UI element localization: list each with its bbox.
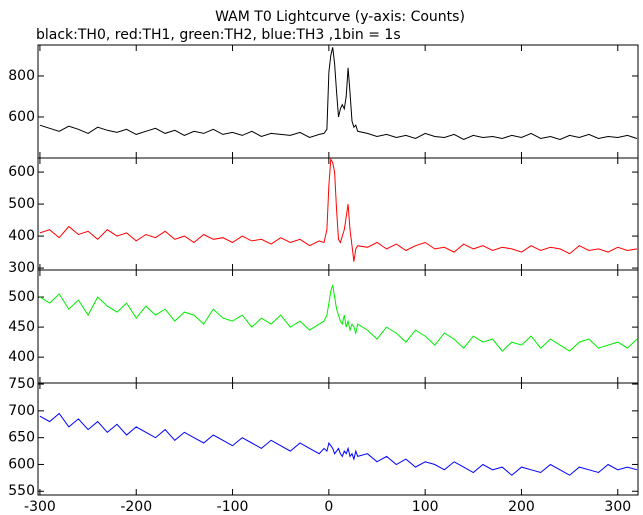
y-tick-label: 600 [8,164,35,180]
y-tick-label: 500 [8,196,35,212]
y-tick-label: 600 [8,109,35,125]
y-tick-label: 650 [8,430,35,446]
y-tick-label: 800 [8,68,35,84]
y-tick-label: 400 [8,228,35,244]
light-curve [39,47,638,141]
x-tick-label: 0 [324,499,333,515]
panel-frame [37,157,639,271]
panel-frame [37,44,639,159]
panel-frame [37,269,639,384]
chart-title: WAM T0 Lightcurve (y-axis: Counts) [215,9,465,25]
y-tick-label: 750 [8,376,35,392]
x-tick-label: 300 [604,499,631,515]
x-tick-label: -100 [217,499,249,515]
y-tick-label: 550 [8,483,35,499]
chart-subtitle: black:TH0, red:TH1, green:TH2, blue:TH3 … [36,27,401,43]
y-tick-label: 700 [8,403,35,419]
y-tick-label: 600 [8,456,35,472]
panel-frame [37,382,639,496]
x-tick-label: -200 [120,499,152,515]
y-tick-label: 300 [8,260,35,276]
x-tick-label: 200 [508,499,535,515]
y-tick-label: 400 [8,349,35,365]
y-tick-label: 450 [8,319,35,335]
x-tick-label: -300 [24,499,56,515]
y-tick-label: 500 [8,289,35,305]
light-curve [39,284,638,352]
light-curve [39,412,638,476]
x-tick-label: 100 [412,499,439,515]
light-curve [39,157,638,262]
